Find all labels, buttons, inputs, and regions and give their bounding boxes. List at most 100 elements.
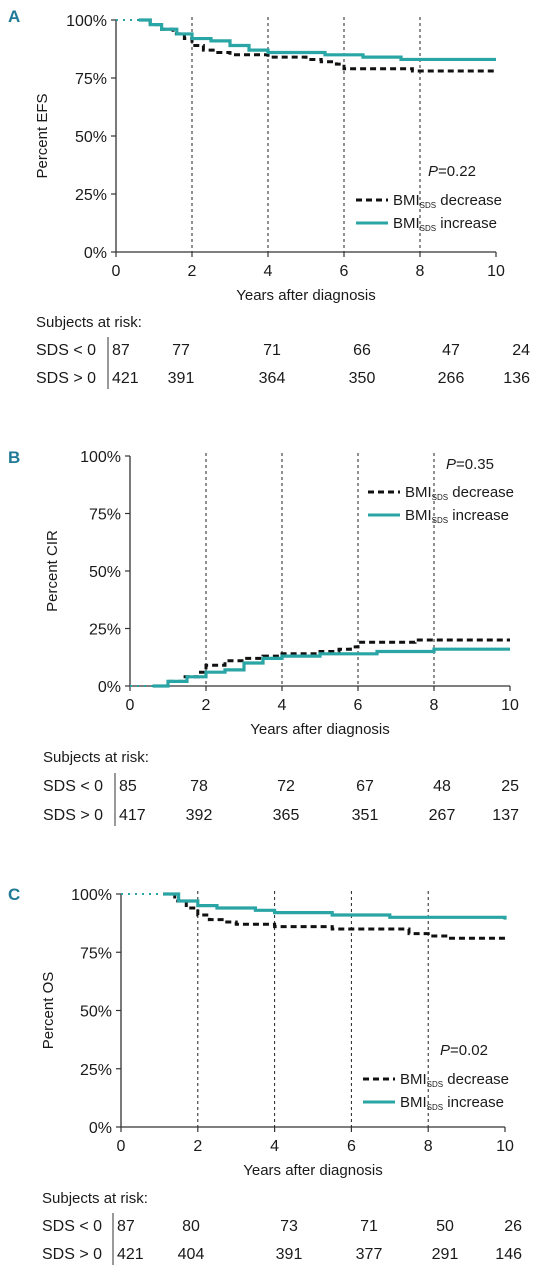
x-tick-label: 2 <box>193 1138 202 1155</box>
risk-value: 137 <box>492 807 519 824</box>
legend-label: BMISDS decrease <box>400 1071 509 1089</box>
risk-value: 47 <box>442 342 460 359</box>
series-line-decrease <box>163 892 505 940</box>
risk-value: 67 <box>356 778 374 795</box>
series-line-increase <box>152 647 510 688</box>
y-tick-label: 50% <box>75 129 107 146</box>
risk-value: 71 <box>360 1218 378 1235</box>
risk-value: 377 <box>356 1246 383 1263</box>
risk-value: 77 <box>172 342 190 359</box>
y-tick-label: 100% <box>71 887 112 904</box>
risk-value: 78 <box>190 778 208 795</box>
risk-value: 404 <box>178 1246 205 1263</box>
x-tick-label: 0 <box>126 697 135 714</box>
x-tick-label: 0 <box>117 1138 126 1155</box>
y-tick-label: 25% <box>89 622 121 639</box>
x-tick-label: 8 <box>424 1138 433 1155</box>
risk-value: 25 <box>501 778 519 795</box>
risk-row-label: SDS < 0 <box>36 342 96 359</box>
risk-value: 73 <box>280 1218 298 1235</box>
p-value: P=0.02 <box>440 1042 488 1059</box>
y-tick-label: 75% <box>75 71 107 88</box>
risk-value: 80 <box>182 1218 200 1235</box>
y-tick-label: 100% <box>66 13 107 30</box>
risk-value: 417 <box>119 807 146 824</box>
risk-table-title: Subjects at risk: <box>42 1190 148 1207</box>
x-tick-label: 10 <box>487 263 505 280</box>
x-tick-label: 6 <box>354 697 363 714</box>
risk-value: 267 <box>429 807 456 824</box>
x-axis-title: Years after diagnosis <box>243 1162 383 1179</box>
x-tick-label: 10 <box>501 697 519 714</box>
p-value: P=0.35 <box>446 456 494 473</box>
panel-letter: A <box>8 7 20 26</box>
risk-value: 72 <box>277 778 295 795</box>
risk-table-title: Subjects at risk: <box>36 314 142 331</box>
p-value: P=0.22 <box>428 163 476 180</box>
risk-value: 85 <box>119 778 137 795</box>
y-tick-label: 100% <box>80 449 121 466</box>
risk-value: 24 <box>512 342 530 359</box>
series-line-decrease <box>138 18 496 73</box>
risk-value: 87 <box>117 1218 135 1235</box>
x-tick-label: 4 <box>270 1138 279 1155</box>
legend-label: BMISDS increase <box>393 215 497 233</box>
risk-value: 26 <box>504 1218 522 1235</box>
risk-value: 421 <box>117 1246 144 1263</box>
risk-value: 364 <box>259 370 286 387</box>
y-tick-label: 0% <box>89 1120 112 1137</box>
legend-label: BMISDS decrease <box>393 192 502 210</box>
risk-value: 87 <box>112 342 130 359</box>
risk-value: 350 <box>349 370 376 387</box>
y-tick-label: 25% <box>75 187 107 204</box>
panel-letter: B <box>8 448 20 467</box>
y-tick-label: 75% <box>80 945 112 962</box>
legend-label: BMISDS increase <box>405 507 509 525</box>
x-tick-label: 2 <box>188 263 197 280</box>
y-axis-title: Percent OS <box>40 972 57 1050</box>
x-axis-title: Years after diagnosis <box>236 287 376 304</box>
risk-value: 392 <box>186 807 213 824</box>
y-axis-title: Percent CIR <box>44 530 61 612</box>
y-tick-label: 0% <box>84 245 107 262</box>
risk-value: 266 <box>438 370 465 387</box>
risk-row-label: SDS > 0 <box>36 370 96 387</box>
y-tick-label: 50% <box>80 1004 112 1021</box>
risk-row-label: SDS > 0 <box>42 1246 102 1263</box>
risk-value: 391 <box>276 1246 303 1263</box>
risk-value: 146 <box>495 1246 522 1263</box>
x-tick-label: 10 <box>496 1138 514 1155</box>
x-tick-label: 2 <box>202 697 211 714</box>
series-line-increase <box>138 18 496 62</box>
x-tick-label: 0 <box>112 263 121 280</box>
y-tick-label: 50% <box>89 564 121 581</box>
x-tick-label: 6 <box>347 1138 356 1155</box>
risk-value: 391 <box>168 370 195 387</box>
risk-value: 66 <box>353 342 371 359</box>
x-tick-label: 4 <box>264 263 273 280</box>
legend-label: BMISDS increase <box>400 1094 504 1112</box>
risk-value: 71 <box>263 342 281 359</box>
x-tick-label: 4 <box>278 697 287 714</box>
y-tick-label: 25% <box>80 1062 112 1079</box>
risk-table-title: Subjects at risk: <box>43 749 149 766</box>
risk-value: 136 <box>503 370 530 387</box>
x-tick-label: 8 <box>416 263 425 280</box>
y-tick-label: 75% <box>89 507 121 524</box>
risk-row-label: SDS < 0 <box>42 1218 102 1235</box>
series-line-increase <box>163 892 507 920</box>
panel-letter: C <box>8 885 20 904</box>
legend-label: BMISDS decrease <box>405 484 514 502</box>
risk-row-label: SDS > 0 <box>43 807 103 824</box>
series-line-decrease <box>152 638 510 688</box>
risk-value: 48 <box>433 778 451 795</box>
risk-row-label: SDS < 0 <box>43 778 103 795</box>
risk-value: 351 <box>352 807 379 824</box>
x-tick-label: 8 <box>430 697 439 714</box>
x-tick-label: 6 <box>340 263 349 280</box>
risk-value: 50 <box>436 1218 454 1235</box>
x-axis-title: Years after diagnosis <box>250 721 390 738</box>
risk-value: 421 <box>112 370 139 387</box>
risk-value: 291 <box>432 1246 459 1263</box>
